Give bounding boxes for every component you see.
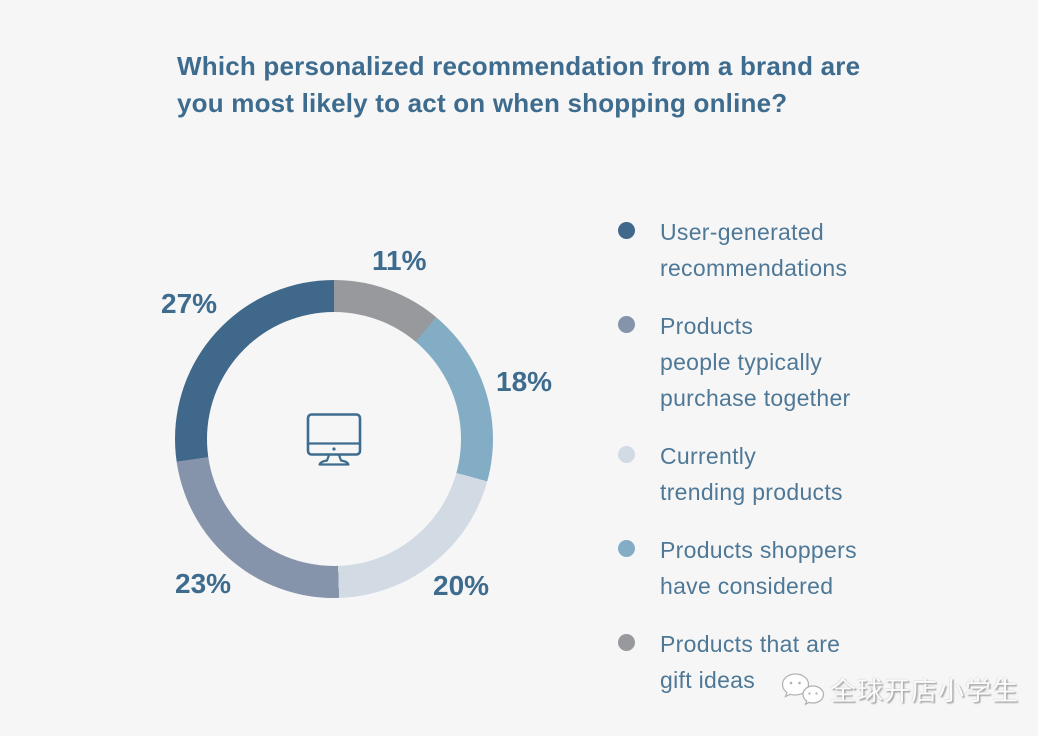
legend-label-line: have considered [660,573,834,599]
legend-label-line: Products [660,313,754,339]
legend: User-generated recommendations Products pe… [618,214,857,698]
legend-dot-trending-products [618,446,635,463]
segment-label-purchase-together: 23% [175,568,232,599]
segment-label-user-generated: 27% [161,288,218,319]
legend-label-line: User-generated [660,219,825,245]
chart-title-line-1: Which personalized recommendation from a… [177,51,861,81]
legend-item-user-generated: User-generated recommendations [618,214,857,286]
legend-label-line: gift ideas [660,667,756,693]
donut-chart [175,280,493,598]
segment-label-trending-products: 20% [433,570,490,601]
legend-label-line: trending products [660,479,843,505]
desktop-monitor-icon [306,412,362,466]
legend-label-user-generated: User-generated recommendations [660,214,847,286]
chart-title-line-2: you most likely to act on when shopping … [177,88,788,118]
watermark-text: 全球开店小学生 [830,676,1020,706]
legend-label-line: recommendations [660,255,848,281]
legend-dot-user-generated [618,222,635,239]
donut-hole [207,312,461,566]
legend-dot-shoppers-considered [618,540,635,557]
legend-item-gift-ideas: Products that are gift ideas [618,626,857,698]
legend-label-line: Currently [660,443,757,469]
chart-title: Which personalized recommendation from a… [177,48,937,122]
legend-label-line: purchase together [660,385,851,411]
legend-label-shoppers-considered: Products shoppers have considered [660,532,857,604]
legend-label-line: Products that are [660,631,841,657]
legend-dot-gift-ideas [618,634,635,651]
legend-label-line: Products shoppers [660,537,857,563]
legend-label-purchase-together: Products people typically purchase togethe… [660,308,851,416]
legend-item-shoppers-considered: Products shoppers have considered [618,532,857,604]
segment-label-shoppers-considered: 18% [496,366,553,397]
legend-item-purchase-together: Products people typically purchase togethe… [618,308,857,416]
legend-dot-purchase-together [618,316,635,333]
segment-label-gift-ideas: 11% [372,245,427,276]
legend-item-trending-products: Currently trending products [618,438,857,510]
legend-label-gift-ideas: Products that are gift ideas [660,626,840,698]
legend-label-line: people typically [660,349,823,375]
legend-label-trending-products: Currently trending products [660,438,843,510]
